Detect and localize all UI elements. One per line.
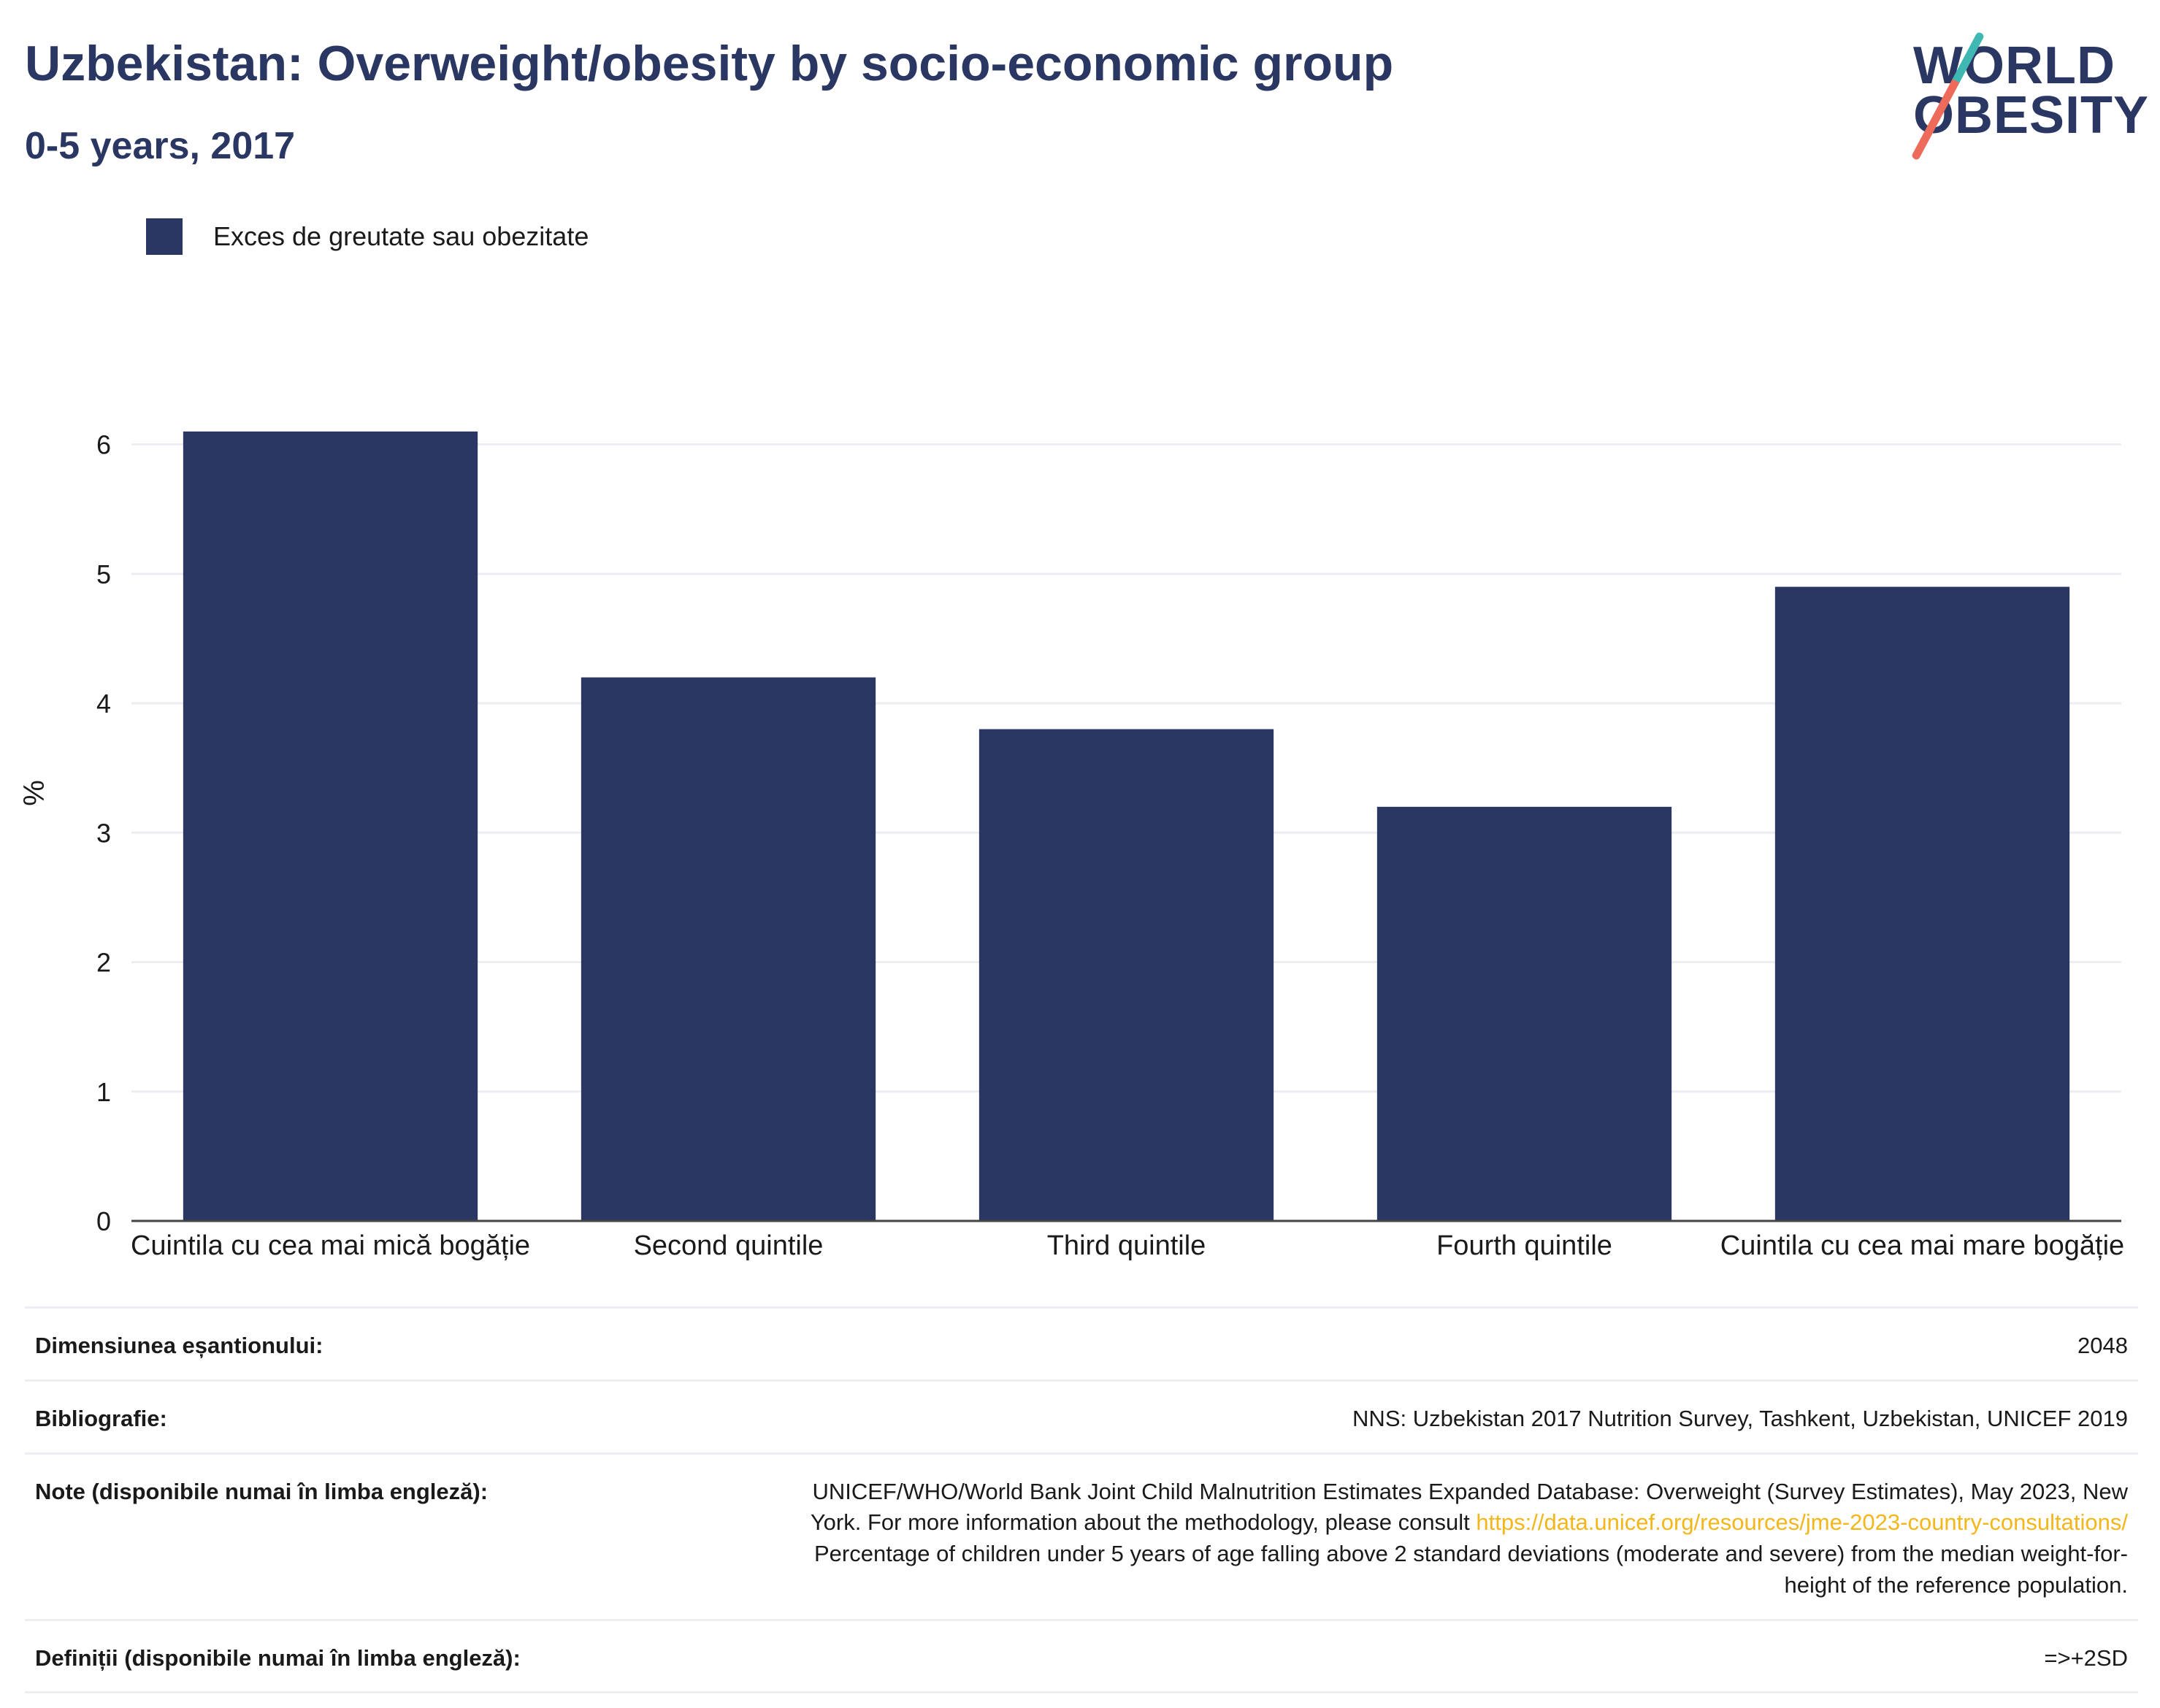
y-tick-label: 2 [96, 948, 111, 978]
notes-value: UNICEF/WHO/World Bank Joint Child Malnut… [811, 1477, 2128, 1601]
x-tick-label: Cuintila cu cea mai mică bogăție [131, 1230, 530, 1261]
logo-line-2: OBESITY [1913, 86, 2150, 145]
info-row-sample: Dimensiunea eșantionului: 2048 [25, 1306, 2138, 1379]
bar [581, 677, 876, 1221]
x-tick-label: Cuintila cu cea mai mare bogăție [1720, 1230, 2124, 1261]
legend-label: Exces de greutate sau obezitate [213, 221, 589, 251]
bar [183, 431, 478, 1221]
bar-chart: 0 1 2 3 4 5 6 Cuintila cu cea mai mică bogăție S… [18, 430, 2124, 1261]
info-row-definitions: Definiții (disponibile numai în limba en… [25, 1618, 2138, 1694]
chart-subtitle: 0-5 years, 2017 [25, 125, 296, 167]
info-row-notes: Note (disponibile numai în limba engleză… [25, 1452, 2138, 1619]
notes-label: Note (disponibile numai în limba engleză… [35, 1478, 489, 1504]
chart-legend: Exces de greutate sau obezitate [146, 218, 589, 256]
methodology-link[interactable]: https://data.unicef.org/resources/jme-20… [1476, 1509, 2128, 1536]
bar [1376, 806, 1672, 1221]
info-row-bibliography: Bibliografie: NNS: Uzbekistan 2017 Nutri… [25, 1379, 2138, 1452]
sample-size-label: Dimensiunea eșantionului: [35, 1333, 323, 1358]
world-obesity-logo: WORLD OBESITY [1899, 22, 2150, 161]
bibliography-value: NNS: Uzbekistan 2017 Nutrition Survey, T… [1352, 1405, 2128, 1431]
definitions-label: Definiții (disponibile numai în limba en… [35, 1644, 521, 1671]
x-tick-label: Fourth quintile [1436, 1230, 1612, 1261]
y-tick-label: 6 [96, 430, 111, 460]
definitions-value: =>+2SD [2044, 1644, 2128, 1671]
y-tick-label: 0 [96, 1206, 111, 1236]
y-tick-label: 1 [96, 1077, 111, 1107]
logo-line-1: WORLD [1913, 37, 2115, 95]
y-tick-label: 3 [96, 818, 111, 848]
chart-title: Uzbekistan: Overweight/obesity by socio-… [25, 36, 1394, 91]
bar [978, 729, 1274, 1221]
sample-size-value: 2048 [2077, 1333, 2128, 1358]
x-tick-label: Third quintile [1047, 1230, 1206, 1261]
legend-swatch [146, 218, 183, 255]
y-tick-label: 4 [96, 689, 111, 719]
notes-line-2: York. For more information about the met… [810, 1509, 1477, 1536]
notes-line-3: Percentage of children under 5 years of … [813, 1541, 2128, 1567]
notes-line-1: UNICEF/WHO/World Bank Joint Child Malnut… [812, 1478, 2128, 1504]
y-tick-label: 5 [96, 559, 111, 589]
x-tick-label: Second quintile [634, 1230, 824, 1261]
bibliography-label: Bibliografie: [35, 1405, 167, 1431]
bar [1774, 586, 2070, 1221]
notes-line-4: height of the reference population. [1784, 1571, 2128, 1598]
y-axis-label: % [18, 780, 50, 806]
info-table: Dimensiunea eșantionului: 2048 Bibliogra… [25, 1306, 2138, 1694]
